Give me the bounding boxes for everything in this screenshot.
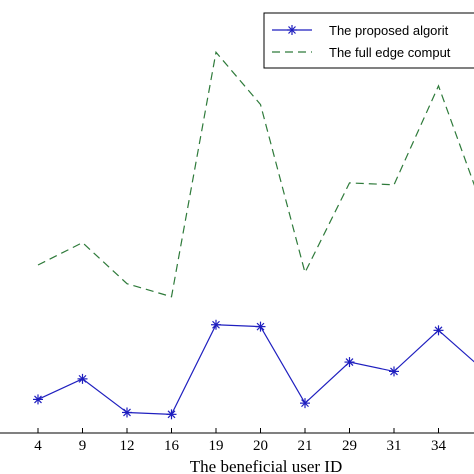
data-point-marker [389, 366, 399, 377]
data-point-marker [211, 319, 221, 330]
series-line-full-edge [37, 50, 474, 298]
x-tick-label: 29 [342, 438, 357, 454]
x-tick-label: 20 [253, 438, 268, 454]
x-axis-label: The beneficial user ID [190, 457, 342, 474]
x-ticks: 4 9 12 16 19 20 21 29 31 34 [34, 428, 447, 454]
legend-label-proposed: The proposed algorit [329, 23, 449, 38]
x-tick-label: 34 [431, 438, 447, 454]
data-point-marker [33, 394, 43, 405]
legend-label-full-edge: The full edge comput [329, 45, 451, 60]
legend-marker-proposed [287, 25, 297, 35]
data-point-marker [255, 321, 266, 332]
legend: The proposed algorit The full edge compu… [263, 12, 474, 69]
series-layer [33, 50, 474, 420]
data-point-marker [433, 325, 444, 336]
x-tick-label: 21 [298, 438, 313, 454]
x-tick-label: 12 [120, 438, 135, 454]
x-tick-label: 4 [34, 438, 42, 454]
data-point-marker [122, 407, 132, 418]
x-tick-label: 16 [164, 438, 180, 454]
data-point-marker [300, 398, 310, 409]
x-tick-label: 19 [209, 438, 224, 454]
data-point-marker [77, 373, 88, 384]
x-tick-label: 9 [79, 438, 87, 454]
data-point-marker [344, 357, 355, 368]
x-tick-label: 31 [387, 438, 402, 454]
plot-area [0, 0, 474, 434]
data-point-marker [166, 409, 177, 420]
legend-box [263, 12, 474, 69]
